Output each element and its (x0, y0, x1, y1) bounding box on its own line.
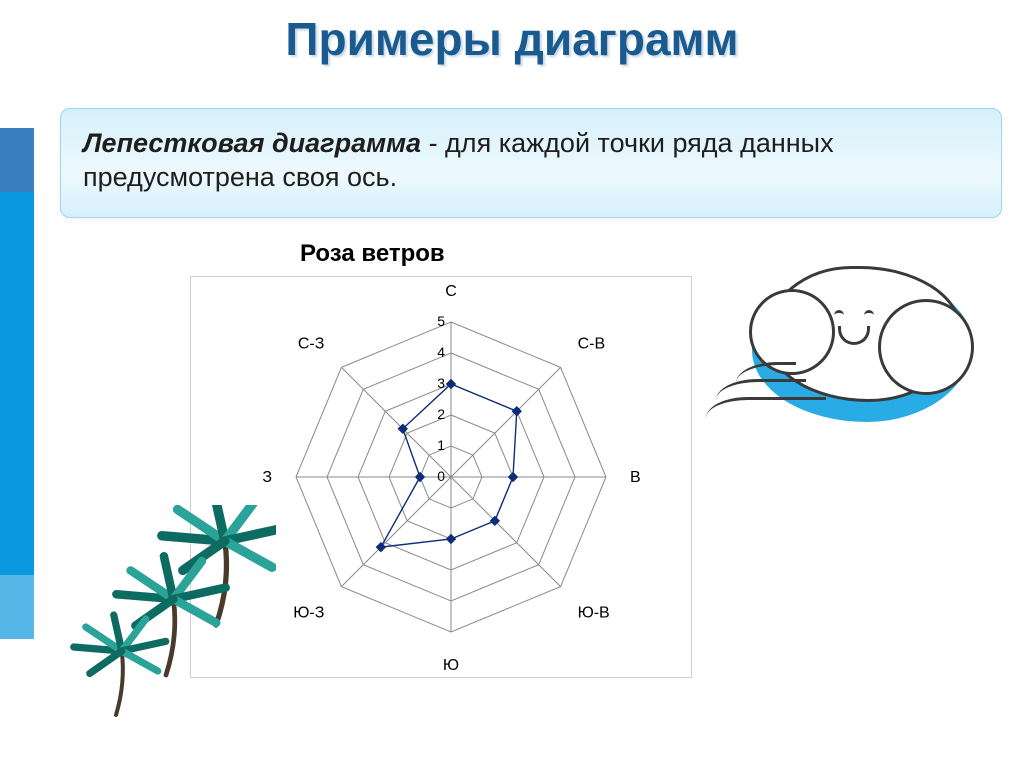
svg-text:С-В: С-В (578, 335, 606, 352)
stripe-seg (0, 639, 34, 767)
stripe-seg (0, 128, 34, 192)
wind-line (706, 397, 826, 418)
stripe-seg (0, 575, 34, 639)
svg-text:З: З (262, 469, 272, 486)
svg-text:4: 4 (437, 344, 445, 360)
svg-text:Ю: Ю (443, 657, 459, 674)
svg-text:0: 0 (437, 468, 445, 484)
definition-box: Лепестковая диаграмма - для каждой точки… (60, 108, 1002, 218)
palm-trees-icon (46, 505, 276, 725)
page-title: Примеры диаграмм (0, 12, 1024, 66)
cloud-face (830, 308, 878, 348)
wind-cloud-icon (746, 248, 996, 438)
svg-text:С: С (445, 283, 457, 300)
svg-text:Ю-В: Ю-В (578, 605, 610, 622)
svg-text:3: 3 (437, 375, 445, 391)
definition-term: Лепестковая диаграмма (83, 128, 421, 158)
stripe-seg (0, 192, 34, 576)
svg-text:Ю-З: Ю-З (293, 605, 324, 622)
palm-svg (46, 505, 276, 725)
svg-text:С-З: С-З (298, 335, 325, 352)
cloud-eye (864, 310, 874, 319)
cloud-mouth (838, 326, 870, 345)
cloud-eye (834, 310, 844, 319)
svg-text:1: 1 (437, 437, 445, 453)
side-stripe (0, 0, 34, 767)
radar-chart-title: Роза ветров (300, 240, 445, 268)
svg-text:5: 5 (437, 313, 445, 329)
wind-line (736, 362, 796, 383)
svg-text:2: 2 (437, 406, 445, 422)
svg-text:В: В (630, 469, 641, 486)
